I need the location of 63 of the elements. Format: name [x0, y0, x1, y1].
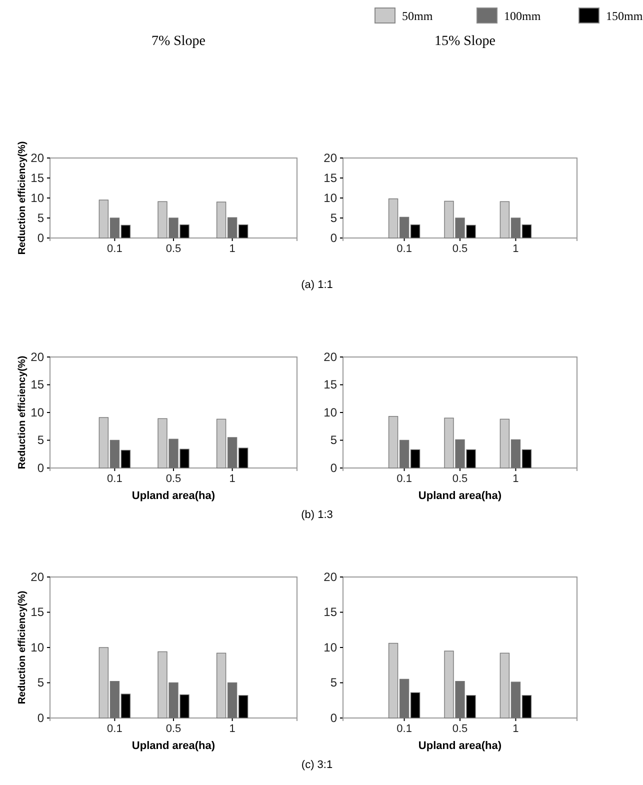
- x-tick-label: 0.1: [396, 722, 412, 735]
- chart-title: 15% Slope: [434, 34, 496, 49]
- y-tick-label: 5: [37, 210, 44, 225]
- y-tick-label: 10: [324, 190, 338, 205]
- x-tick-label: 1: [512, 242, 519, 255]
- y-tick-label: 15: [324, 378, 338, 392]
- y-tick-label: 20: [30, 570, 44, 584]
- y-tick-label: 0: [330, 230, 338, 245]
- y-tick-label: 5: [330, 676, 338, 690]
- y-tick-label: 20: [324, 150, 338, 165]
- y-tick-label: 10: [324, 405, 338, 420]
- y-tick-label: 10: [30, 405, 44, 420]
- text: (a) 1:1: [301, 279, 333, 291]
- y-tick-label: 20: [324, 570, 338, 584]
- x-tick-label: 0.1: [107, 242, 122, 255]
- y-tick-label: 20: [324, 350, 338, 364]
- y-tick-label: 15: [30, 378, 44, 392]
- y-tick-label: 20: [30, 350, 44, 364]
- x-tick-label: 0.5: [452, 722, 468, 735]
- y-tick-label: 5: [330, 433, 338, 448]
- y-tick-label: 5: [37, 433, 44, 448]
- text: (b) 1:3: [301, 509, 333, 521]
- y-axis-title: Reduction efficiency(%): [17, 590, 28, 704]
- x-tick-label: 0.1: [396, 242, 412, 255]
- chart-title: 7% Slope: [151, 34, 206, 49]
- y-tick-label: 5: [330, 210, 338, 225]
- x-tick-label: 1: [229, 242, 236, 255]
- x-tick-label: 0.5: [452, 472, 468, 485]
- y-tick-label: 10: [324, 640, 338, 654]
- y-tick-label: 15: [324, 605, 338, 620]
- y-tick-label: 10: [30, 640, 44, 654]
- text: (c) 3:1: [301, 759, 333, 771]
- legend-label: 100mm: [504, 9, 542, 23]
- x-tick-label: 1: [512, 472, 519, 485]
- y-axis-title: Reduction efficiency(%): [17, 356, 28, 470]
- x-tick-label: 0.5: [452, 242, 468, 255]
- y-tick-label: 0: [330, 710, 338, 725]
- x-axis-title: Upland area(ha): [132, 490, 216, 502]
- x-tick-label: 0.1: [396, 472, 412, 485]
- y-tick-label: 0: [330, 460, 338, 475]
- x-tick-label: 0.5: [166, 472, 182, 485]
- x-axis-title: Upland area(ha): [418, 740, 502, 752]
- legend-label: 150mm: [606, 9, 643, 23]
- y-tick-label: 15: [324, 170, 338, 185]
- x-tick-label: 1: [229, 722, 236, 735]
- y-tick-label: 15: [30, 170, 44, 185]
- y-axis-title: Reduction efficiency(%): [17, 141, 28, 255]
- y-tick-label: 0: [37, 460, 44, 475]
- y-tick-label: 0: [37, 230, 44, 245]
- x-axis-title: Upland area(ha): [418, 490, 502, 502]
- x-tick-label: 0.1: [107, 472, 122, 485]
- y-tick-label: 0: [37, 710, 44, 725]
- legend-label: 50mm: [402, 9, 434, 23]
- y-tick-label: 20: [30, 150, 44, 165]
- x-tick-label: 1: [229, 472, 236, 485]
- y-tick-label: 10: [30, 190, 44, 205]
- x-axis-title: Upland area(ha): [132, 740, 216, 752]
- x-tick-label: 0.5: [166, 722, 182, 735]
- x-tick-label: 0.5: [166, 242, 182, 255]
- y-tick-label: 5: [37, 676, 44, 690]
- y-tick-label: 15: [30, 605, 44, 620]
- x-tick-label: 1: [512, 722, 519, 735]
- x-tick-label: 0.1: [107, 722, 122, 735]
